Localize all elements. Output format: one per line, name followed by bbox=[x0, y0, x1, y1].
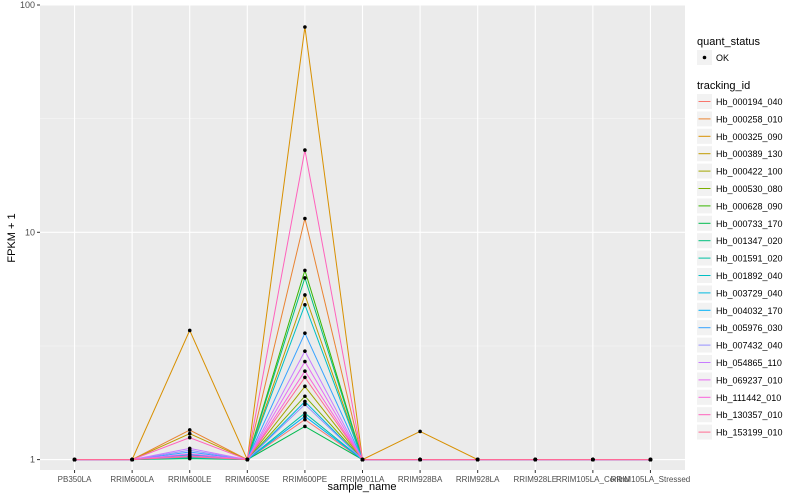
data-point bbox=[303, 402, 307, 407]
legend-label: Hb_007432_040 bbox=[716, 341, 783, 351]
data-point bbox=[303, 399, 307, 404]
data-point bbox=[187, 435, 192, 440]
data-point bbox=[303, 302, 307, 307]
data-point bbox=[360, 457, 365, 462]
series-legend-title: tracking_id bbox=[697, 80, 750, 92]
data-point bbox=[303, 148, 307, 152]
data-point bbox=[303, 359, 307, 364]
y-axis-title: FPKM + 1 bbox=[6, 213, 18, 262]
data-point bbox=[303, 293, 307, 297]
x-tick-label: RRIM600SE bbox=[225, 475, 269, 484]
data-point bbox=[303, 384, 307, 389]
data-point bbox=[187, 328, 192, 333]
data-point bbox=[187, 431, 192, 436]
y-tick-label: 1 bbox=[30, 455, 35, 465]
legend-label: Hb_000194_040 bbox=[716, 97, 783, 107]
y-axis: 1 10 100 bbox=[20, 0, 40, 465]
legend-label: Hb_001347_020 bbox=[716, 236, 783, 246]
y-tick-label: 10 bbox=[25, 227, 35, 237]
legend-label: Hb_000389_130 bbox=[716, 149, 783, 159]
data-point bbox=[187, 446, 192, 451]
data-point bbox=[303, 369, 307, 373]
x-tick-label: PB350LA bbox=[58, 475, 92, 484]
legend-label: Hb_005976_030 bbox=[716, 323, 783, 333]
x-tick-label: RRIM105LA_Control bbox=[556, 475, 630, 484]
y-tick-label: 100 bbox=[20, 0, 35, 10]
data-point bbox=[303, 417, 307, 422]
data-point bbox=[187, 454, 192, 459]
data-point bbox=[130, 457, 134, 462]
x-tick-label: RRIM105LA_Stressed bbox=[611, 475, 691, 484]
data-point bbox=[475, 457, 480, 462]
data-point bbox=[303, 375, 307, 380]
legend-label: Hb_001591_020 bbox=[716, 254, 783, 264]
legend-label: Hb_054865_110 bbox=[716, 358, 782, 368]
legend-label: Hb_000258_010 bbox=[716, 114, 783, 124]
data-point bbox=[72, 457, 77, 462]
data-point bbox=[418, 457, 422, 462]
legend-point-symbol bbox=[702, 55, 707, 60]
x-tick-label: RRIM600PE bbox=[283, 475, 327, 484]
data-point bbox=[303, 414, 307, 419]
data-point bbox=[418, 429, 422, 434]
x-axis: PB350LA RRIM600LA RRIM600LE RRIM600SE RRIM60… bbox=[58, 470, 691, 484]
data-point bbox=[303, 424, 307, 429]
data-point bbox=[648, 457, 653, 462]
legend-label: Hb_003729_040 bbox=[716, 288, 783, 298]
point-legend-items: OK bbox=[697, 50, 729, 65]
legend-label: Hb_004032_170 bbox=[716, 306, 783, 316]
legend-label: Hb_111442_010 bbox=[716, 393, 781, 403]
data-point bbox=[303, 216, 307, 221]
legend: quant_status OK tracking_id Hb_000194_04… bbox=[697, 36, 783, 440]
data-point bbox=[303, 25, 307, 29]
data-point bbox=[591, 457, 595, 462]
legend-label: Hb_000733_170 bbox=[716, 219, 783, 229]
data-point bbox=[303, 276, 307, 280]
series-points bbox=[72, 25, 653, 462]
series-legend-items: Hb_000194_040 Hb_000258_010 Hb_000325_090 H… bbox=[697, 94, 783, 440]
data-point bbox=[303, 411, 307, 416]
x-tick-label: RRIM928LA bbox=[456, 475, 500, 484]
point-legend-title: quant_status bbox=[697, 36, 760, 48]
data-point bbox=[303, 394, 307, 399]
legend-label: Hb_000325_090 bbox=[716, 132, 783, 142]
data-point bbox=[303, 268, 307, 273]
x-tick-label: RRIM928BA bbox=[398, 475, 443, 484]
legend-label: Hb_000628_090 bbox=[716, 201, 783, 211]
legend-label: Hb_001892_040 bbox=[716, 271, 783, 281]
data-point bbox=[303, 349, 307, 353]
x-tick-label: RRIM928LE bbox=[513, 475, 557, 484]
data-point bbox=[245, 457, 250, 462]
data-point bbox=[533, 457, 538, 462]
legend-label: Hb_069237_010 bbox=[716, 375, 783, 385]
legend-label: Hb_000422_100 bbox=[716, 167, 783, 177]
legend-label: OK bbox=[716, 53, 729, 63]
x-tick-label: RRIM901LA bbox=[341, 475, 385, 484]
legend-label: Hb_000530_080 bbox=[716, 184, 783, 194]
legend-label: Hb_130357_010 bbox=[716, 410, 783, 420]
x-axis-title: sample_name bbox=[327, 481, 396, 493]
x-tick-label: RRIM600LE bbox=[168, 475, 212, 484]
data-point bbox=[187, 428, 192, 432]
data-point bbox=[303, 331, 307, 335]
x-tick-label: RRIM600LA bbox=[110, 475, 154, 484]
legend-label: Hb_153199_010 bbox=[716, 428, 783, 438]
